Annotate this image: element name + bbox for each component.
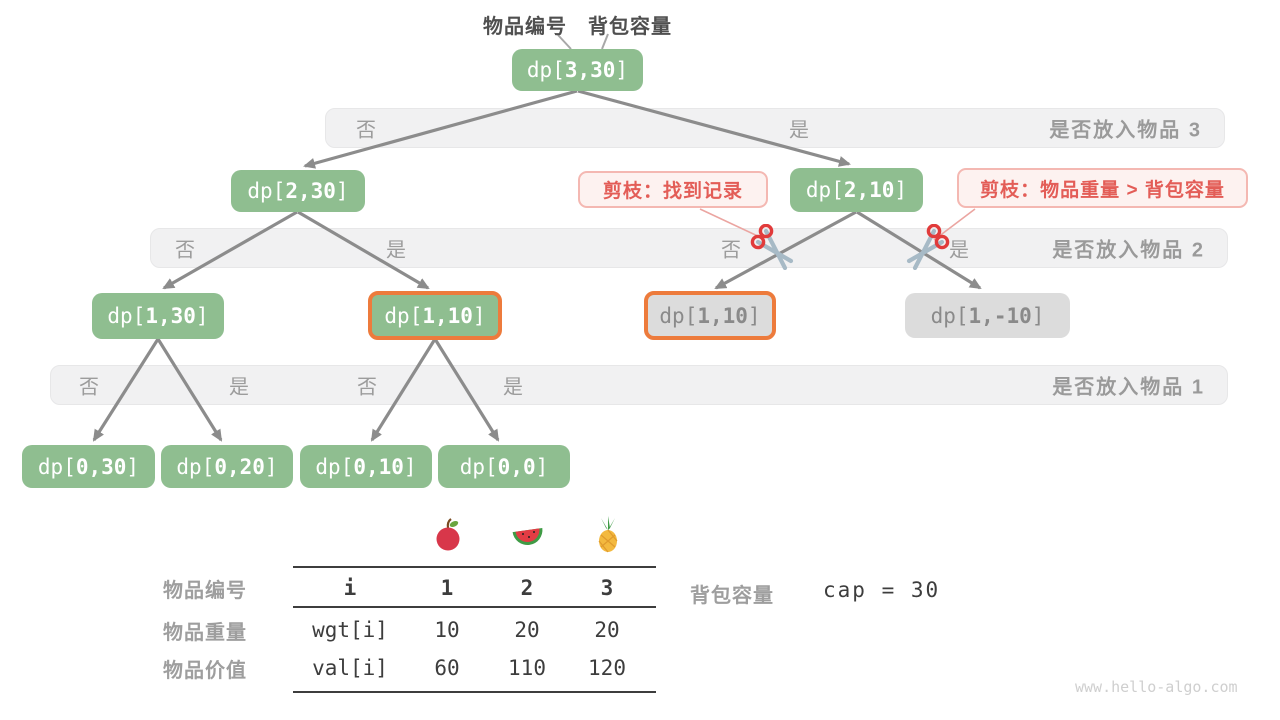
band2-no2-label: 否 xyxy=(721,239,741,262)
node-text: ] xyxy=(1031,303,1045,328)
node-dp-1-10-memo-highlighted: dp[1,10] xyxy=(644,291,776,340)
node-text: ] xyxy=(894,178,908,202)
node-dp-2-10: dp[2,10] xyxy=(790,168,923,212)
row-label-weight: 物品重量 xyxy=(163,621,247,644)
node-text: ] xyxy=(615,58,629,82)
node-text: 1,10 xyxy=(422,303,473,328)
val-1: 60 xyxy=(434,656,460,680)
band-item-1: 否 是 否 是 是否放入物品 1 xyxy=(50,365,1228,405)
band-item-2: 否 是 否 是 是否放入物品 2 xyxy=(150,228,1228,268)
node-text: 1,30 xyxy=(145,304,196,328)
key-wgt: wgt[i] xyxy=(312,618,388,642)
node-text: ] xyxy=(195,304,209,328)
band1-no2-label: 否 xyxy=(357,376,377,399)
node-text: dp[ xyxy=(930,303,969,328)
node-text: ] xyxy=(403,454,417,479)
node-text: dp[ xyxy=(459,454,498,479)
capacity-header: 背包容量 xyxy=(588,16,672,38)
band1-yes2-label: 是 xyxy=(503,376,523,399)
col-key-i: i xyxy=(343,576,357,600)
node-text: ] xyxy=(535,454,549,479)
node-text: dp[ xyxy=(805,178,844,202)
row-label-item-no: 物品编号 xyxy=(163,579,247,602)
band2-no1-label: 否 xyxy=(175,239,195,262)
node-text: 0,20 xyxy=(214,454,265,479)
node-text: ] xyxy=(747,303,761,328)
node-dp-0-10: dp[0,10] xyxy=(300,445,432,488)
prune-callout-overweight: 剪枝：物品重量 > 背包容量 xyxy=(957,168,1248,208)
node-text: dp[ xyxy=(384,303,423,328)
node-text: dp[ xyxy=(315,454,354,479)
watermelon-icon xyxy=(512,527,543,546)
capacity-note-label: 背包容量 xyxy=(690,585,774,607)
band1-yes1-label: 是 xyxy=(229,376,249,399)
band2-title: 是否放入物品 2 xyxy=(1052,239,1205,262)
node-text: 3,30 xyxy=(564,58,616,82)
node-text: 1,10 xyxy=(697,303,748,328)
node-text: dp[ xyxy=(37,454,76,479)
item-no-1: 1 xyxy=(440,576,454,600)
node-text: ] xyxy=(126,454,140,479)
node-text: ] xyxy=(335,179,349,203)
band3-no-label: 否 xyxy=(356,119,376,142)
table-rule-top xyxy=(293,566,656,568)
node-text: 2,30 xyxy=(285,179,336,203)
val-3: 120 xyxy=(588,656,626,680)
node-dp-3-30: dp[3,30] xyxy=(512,49,643,91)
node-text: 0,30 xyxy=(75,454,127,479)
key-val: val[i] xyxy=(312,656,388,680)
item-number-header: 物品编号 xyxy=(483,16,567,38)
node-dp-1-neg10-pruned: dp[1,-10] xyxy=(905,293,1070,338)
band2-yes1-label: 是 xyxy=(386,239,406,262)
table-row: 物品编号 i 1 2 3 xyxy=(163,570,647,606)
node-text: dp[ xyxy=(659,303,698,328)
table-rule-bottom xyxy=(293,691,656,693)
capacity-note-value: cap = 30 xyxy=(823,578,941,602)
pineapple-icon xyxy=(598,516,618,553)
node-text: 0,0 xyxy=(497,454,536,479)
node-dp-1-30: dp[1,30] xyxy=(92,293,224,339)
band1-title: 是否放入物品 1 xyxy=(1052,376,1205,399)
table-rule-mid xyxy=(293,606,656,608)
node-dp-0-30: dp[0,30] xyxy=(22,445,155,488)
node-dp-2-30: dp[2,30] xyxy=(231,170,365,212)
table-row: 物品重量 wgt[i] 10 20 20 xyxy=(163,613,647,647)
band-item-3: 否 是 是否放入物品 3 xyxy=(325,108,1225,148)
band3-yes-label: 是 xyxy=(789,119,809,142)
node-dp-0-0: dp[0,0] xyxy=(438,445,570,488)
table-row: 物品价值 val[i] 60 110 120 xyxy=(163,651,647,685)
apple-icon xyxy=(436,518,460,551)
val-2: 110 xyxy=(508,656,546,680)
scissors-icon xyxy=(750,224,794,270)
node-dp-1-10-highlighted: dp[1,10] xyxy=(368,291,502,340)
prune-callout-found-record: 剪枝：找到记录 xyxy=(578,171,768,208)
node-text: dp[ xyxy=(107,304,146,328)
node-text: 1,-10 xyxy=(968,303,1032,328)
node-text: ] xyxy=(472,303,486,328)
band2-yes2-label: 是 xyxy=(949,239,969,262)
wgt-2: 20 xyxy=(514,618,540,642)
item-no-3: 3 xyxy=(600,576,614,600)
node-text: ] xyxy=(264,454,278,479)
node-text: dp[ xyxy=(176,454,215,479)
band3-title: 是否放入物品 3 xyxy=(1049,119,1202,142)
wgt-3: 20 xyxy=(594,618,620,642)
wgt-1: 10 xyxy=(434,618,460,642)
node-text: 2,10 xyxy=(843,178,895,202)
node-text: dp[ xyxy=(526,58,565,82)
row-label-value: 物品价值 xyxy=(163,659,247,682)
scissors-icon xyxy=(906,224,950,270)
node-dp-0-20: dp[0,20] xyxy=(161,445,293,488)
band1-no1-label: 否 xyxy=(79,376,99,399)
node-text: 0,10 xyxy=(353,454,404,479)
node-text: dp[ xyxy=(247,179,286,203)
watermark-url: www.hello-algo.com xyxy=(1075,678,1238,696)
item-no-2: 2 xyxy=(520,576,534,600)
